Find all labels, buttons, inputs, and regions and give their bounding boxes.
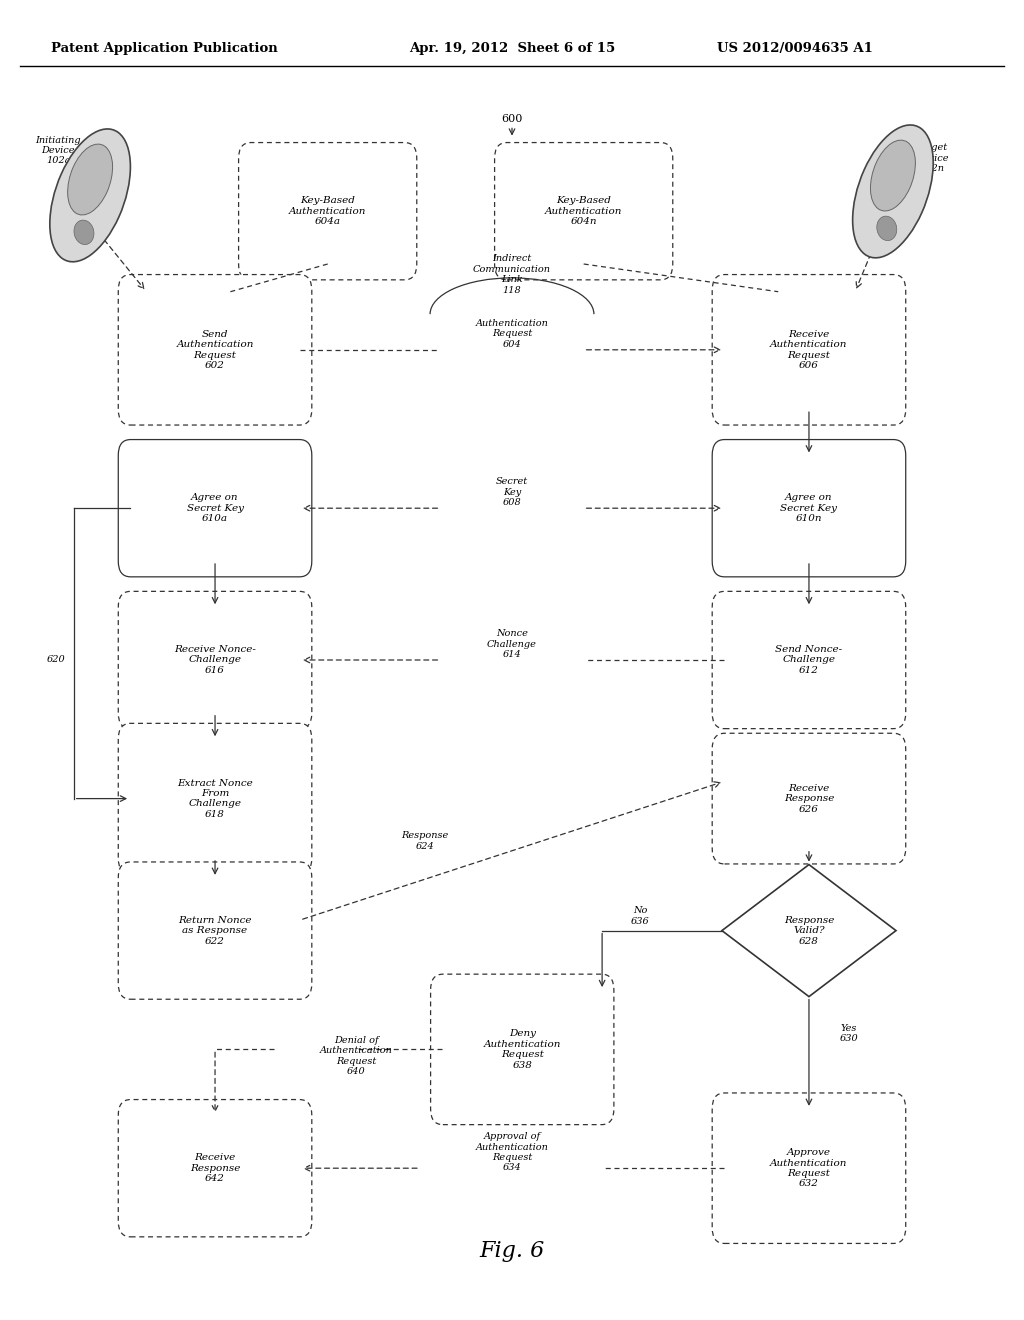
Text: Response
624: Response 624 xyxy=(401,832,449,850)
Text: Indirect
Communication
Link
118: Indirect Communication Link 118 xyxy=(473,255,551,294)
Text: Initiating
Device
102a: Initiating Device 102a xyxy=(36,136,81,165)
Text: Send
Authentication
Request
602: Send Authentication Request 602 xyxy=(176,330,254,370)
Text: Agree on
Secret Key
610n: Agree on Secret Key 610n xyxy=(780,494,838,523)
Text: Denial of
Authentication
Request
640: Denial of Authentication Request 640 xyxy=(319,1036,393,1076)
Text: Patent Application Publication: Patent Application Publication xyxy=(51,42,278,54)
FancyBboxPatch shape xyxy=(713,734,906,863)
Text: Target
Device
102n: Target Device 102n xyxy=(915,144,948,173)
Text: Return Nonce
as Response
622: Return Nonce as Response 622 xyxy=(178,916,252,945)
FancyBboxPatch shape xyxy=(495,143,673,280)
FancyBboxPatch shape xyxy=(119,440,311,577)
Text: Yes
630: Yes 630 xyxy=(840,1024,858,1043)
Ellipse shape xyxy=(68,144,113,215)
Text: Receive
Authentication
Request
606: Receive Authentication Request 606 xyxy=(770,330,848,370)
Text: Deny
Authentication
Request
638: Deny Authentication Request 638 xyxy=(483,1030,561,1069)
Text: 600: 600 xyxy=(502,114,522,124)
Ellipse shape xyxy=(877,216,897,240)
Text: Receive
Response
626: Receive Response 626 xyxy=(783,784,835,813)
FancyBboxPatch shape xyxy=(713,1093,906,1243)
Text: Nonce
Challenge
614: Nonce Challenge 614 xyxy=(487,630,537,659)
Text: Authentication
Request
604: Authentication Request 604 xyxy=(475,319,549,348)
Text: 620: 620 xyxy=(47,656,66,664)
Text: Receive Nonce-
Challenge
616: Receive Nonce- Challenge 616 xyxy=(174,645,256,675)
Text: Approval of
Authentication
Request
634: Approval of Authentication Request 634 xyxy=(475,1133,549,1172)
Text: Approve
Authentication
Request
632: Approve Authentication Request 632 xyxy=(770,1148,848,1188)
FancyBboxPatch shape xyxy=(119,1100,311,1237)
Text: Fig. 6: Fig. 6 xyxy=(479,1241,545,1262)
FancyBboxPatch shape xyxy=(119,723,311,874)
FancyBboxPatch shape xyxy=(119,275,311,425)
FancyBboxPatch shape xyxy=(119,591,311,729)
FancyBboxPatch shape xyxy=(713,591,906,729)
FancyBboxPatch shape xyxy=(713,275,906,425)
Text: No
636: No 636 xyxy=(631,907,649,925)
Ellipse shape xyxy=(870,140,915,211)
Polygon shape xyxy=(722,865,896,997)
Ellipse shape xyxy=(853,125,933,257)
Ellipse shape xyxy=(74,220,94,244)
Text: Secret
Key
608: Secret Key 608 xyxy=(496,478,528,507)
Text: Receive
Response
642: Receive Response 642 xyxy=(189,1154,241,1183)
Text: US 2012/0094635 A1: US 2012/0094635 A1 xyxy=(717,42,872,54)
FancyBboxPatch shape xyxy=(239,143,417,280)
FancyBboxPatch shape xyxy=(713,440,906,577)
FancyBboxPatch shape xyxy=(430,974,613,1125)
Text: Agree on
Secret Key
610a: Agree on Secret Key 610a xyxy=(186,494,244,523)
Ellipse shape xyxy=(50,129,130,261)
FancyBboxPatch shape xyxy=(119,862,311,999)
Text: Key-Based
Authentication
604n: Key-Based Authentication 604n xyxy=(545,197,623,226)
Text: Send Nonce-
Challenge
612: Send Nonce- Challenge 612 xyxy=(775,645,843,675)
Text: Key-Based
Authentication
604a: Key-Based Authentication 604a xyxy=(289,197,367,226)
Text: Extract Nonce
From
Challenge
618: Extract Nonce From Challenge 618 xyxy=(177,779,253,818)
Text: Response
Valid?
628: Response Valid? 628 xyxy=(783,916,835,945)
Text: Apr. 19, 2012  Sheet 6 of 15: Apr. 19, 2012 Sheet 6 of 15 xyxy=(410,42,615,54)
